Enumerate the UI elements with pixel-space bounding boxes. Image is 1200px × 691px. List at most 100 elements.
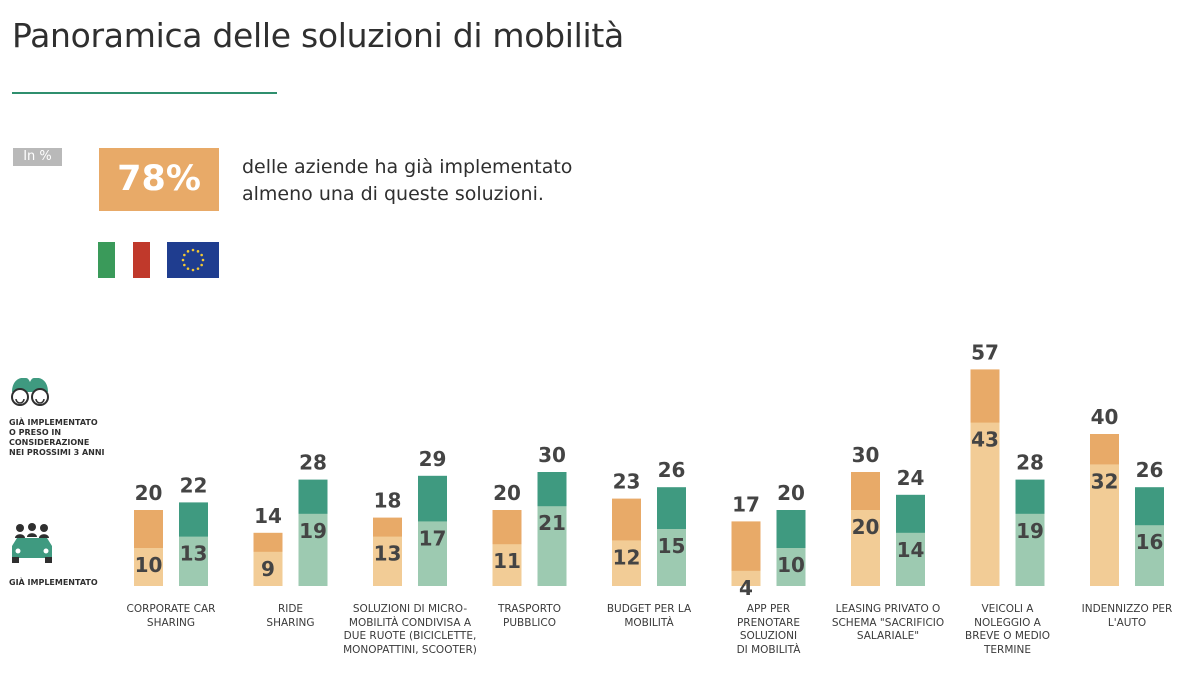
category-label-line: DI MOBILITÀ: [736, 643, 801, 656]
italy-flag-red: [132, 242, 150, 278]
eu-flag-star: [191, 248, 195, 252]
category-label-line: L'AUTO: [1107, 616, 1147, 629]
italy-implemented-value: 12: [613, 545, 641, 569]
italy-implemented-bar: [373, 536, 402, 586]
eu-flag-star: [196, 250, 200, 253]
category-label: RIDE SHARING: [221, 603, 361, 630]
eu-implemented-bar: [1135, 525, 1164, 586]
category-label-line: NOLEGGIO A: [974, 616, 1041, 629]
category-label-line: CORPORATE CAR: [126, 603, 216, 615]
category-label: VEICOLI A NOLEGGIO A BREVE O MEDIO TERMINE: [938, 603, 1078, 657]
eu-flag-star: [181, 258, 185, 262]
eu-implemented-bar: [896, 532, 925, 586]
eu-implemented-value: 19: [1016, 519, 1044, 543]
eu-flag-field: [167, 242, 219, 278]
italy-implemented-value: 13: [374, 542, 402, 566]
category-label-line: TRASPORTO: [498, 603, 561, 615]
eu-implemented-bar: [298, 513, 328, 586]
italy-implemented-bar: [731, 570, 761, 586]
italy-implemented-value: 9: [261, 557, 275, 581]
binoculars-icon: [11, 378, 49, 406]
eu-flag-star: [183, 263, 186, 267]
category-label-line: RIDE: [277, 603, 304, 615]
category-label-line: BUDGET PER LA: [606, 603, 692, 615]
italy-implemented-value: 10: [135, 553, 163, 577]
italy-implemented-bar: [970, 422, 1000, 586]
category-label-line: DUE RUOTE (BICICLETTE,: [343, 630, 477, 642]
category-label-line: VEICOLI A: [981, 603, 1034, 615]
italy-implemented-value: 11: [493, 549, 521, 573]
category-label-line: SALARIALE": [856, 630, 920, 642]
eu-total-value: 22: [180, 473, 208, 497]
eu-implemented-bar: [179, 536, 208, 586]
italy-implemented-bar: [492, 544, 522, 586]
italy-implemented-bar: [1090, 464, 1119, 586]
category-label-line: MOBILITÀ: [624, 616, 674, 629]
category-label-line: SOLUZIONI DI MICRO-: [352, 603, 468, 615]
category-label: APP PER PRENOTARE SOLUZIONI DI MOBILITÀ: [699, 603, 839, 657]
eu-flag: [167, 242, 219, 278]
eu-flag-star: [183, 253, 186, 257]
eu-total-value: 24: [897, 466, 925, 490]
eu-implemented-value: 14: [897, 538, 925, 562]
category-label: INDENNIZZO PER L'AUTO: [1057, 603, 1197, 630]
page-title: Panoramica delle soluzioni di mobilità: [12, 16, 624, 55]
italy-total-value: 57: [971, 340, 999, 364]
eu-flag-star: [200, 253, 203, 257]
eu-implemented-value: 13: [180, 542, 208, 566]
italy-implemented-value: 20: [852, 515, 880, 539]
italy-total-value: 14: [254, 504, 282, 528]
title-underline: [12, 92, 277, 94]
italy-total-value: 40: [1091, 405, 1119, 429]
eu-implemented-value: 16: [1136, 530, 1164, 554]
category-label: LEASING PRIVATO O SCHEMA "SACRIFICIO SALAR…: [818, 603, 958, 644]
eu-flag-star: [200, 263, 203, 267]
italy-total-value: 18: [374, 489, 402, 513]
eu-implemented-bar: [418, 521, 447, 586]
category-label-line: SHARING: [266, 616, 315, 629]
eu-implemented-value: 17: [419, 526, 447, 550]
eu-total-value: 20: [777, 481, 805, 505]
eu-total-value: 30: [538, 443, 566, 467]
eu-total-value: 28: [1016, 451, 1044, 475]
eu-implemented-bar: [1015, 513, 1045, 586]
italy-total-value: 20: [493, 481, 521, 505]
eu-implemented-bar: [537, 506, 567, 586]
eu-total-value: 28: [299, 451, 327, 475]
eu-implemented-value: 19: [299, 519, 327, 543]
category-label-line: BREVE O MEDIO: [964, 630, 1051, 642]
italy-total-value: 30: [852, 443, 880, 467]
category-label-line: SHARING: [146, 616, 196, 629]
eu-total-value: 26: [658, 458, 686, 482]
legend-implemented-label: GIÀ IMPLEMENTATO: [9, 578, 98, 587]
eu-implemented-value: 21: [538, 511, 566, 535]
eu-flag-star: [196, 267, 200, 270]
italy-implemented-bar: [134, 548, 163, 586]
italy-total-value: 17: [732, 492, 760, 516]
unit-badge: In %: [13, 148, 62, 166]
eu-total-value: 26: [1136, 458, 1164, 482]
eu-flag-star: [186, 250, 190, 253]
category-label-line: APP PER: [746, 603, 791, 615]
category-label: CORPORATE CAR SHARING: [101, 603, 241, 630]
category-label-line: PUBBLICO: [503, 616, 556, 629]
mobility-bar-chart: 20 10 22 13 14 9 28 19 18 13 29 17 20 11 30 21 23 12 26 15 1…: [134, 340, 1164, 595]
highlight-text: delle aziende ha già implementato almeno…: [242, 156, 573, 205]
category-label: BUDGET PER LA MOBILITÀ: [579, 603, 719, 630]
eu-implemented-value: 15: [658, 534, 686, 558]
eu-implemented-bar: [776, 548, 806, 586]
category-label-line: INDENNIZZO PER: [1081, 603, 1173, 615]
italy-implemented-value: 43: [971, 428, 999, 452]
category-label-line: TERMINE: [984, 643, 1031, 656]
italy-flag: [98, 242, 150, 278]
italy-implemented-bar: [612, 540, 641, 586]
italy-implemented-value: 4: [739, 576, 753, 595]
category-label-line: MOBILITÀ CONDIVISA A: [348, 616, 472, 629]
car-passengers-icon: [12, 523, 52, 563]
category-label-line: LEASING PRIVATO O: [835, 603, 941, 615]
eu-flag-star: [186, 267, 190, 270]
eu-implemented-bar: [657, 529, 686, 586]
italy-implemented-bar: [851, 510, 880, 586]
category-label-line: SOLUZIONI: [739, 630, 798, 642]
